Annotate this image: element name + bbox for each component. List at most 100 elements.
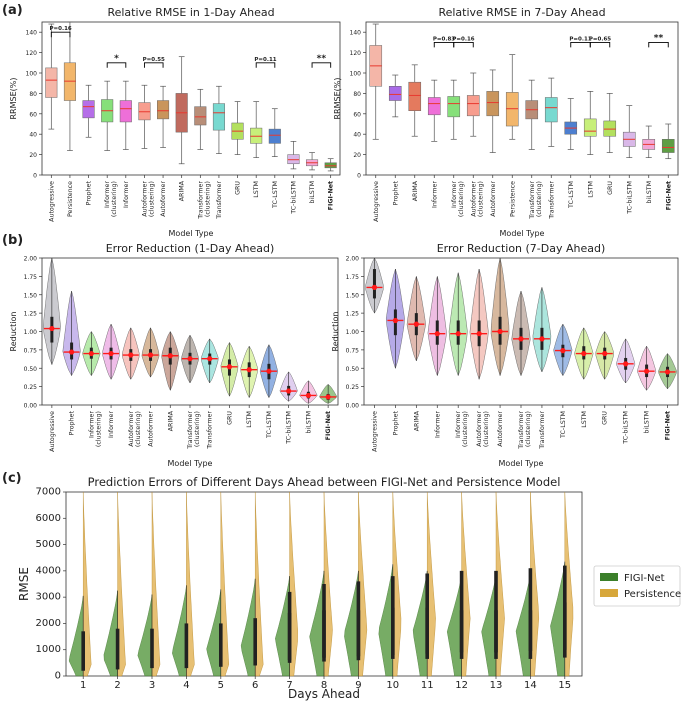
y-tick-label: 0.25 bbox=[24, 384, 38, 391]
significance-bracket bbox=[311, 62, 332, 68]
x-tick-label-line: Autoformer bbox=[128, 411, 135, 447]
y-tick-label: 0 bbox=[33, 173, 37, 180]
x-tick-label-line: Autogressive bbox=[49, 411, 56, 452]
x-tick-label: LSTM bbox=[581, 411, 588, 428]
iqr-bar-persistence bbox=[528, 568, 533, 652]
violin-figi-14 bbox=[550, 561, 565, 677]
violin-persistence-0 bbox=[83, 491, 92, 677]
legend-label: Persistence bbox=[624, 589, 681, 600]
y-axis-label: RRMSE(%) bbox=[333, 78, 342, 120]
panel-label-b: (b) bbox=[2, 233, 23, 248]
x-tick-label-line: (clustering) bbox=[462, 411, 469, 447]
x-tick-label: Prophet bbox=[392, 410, 399, 435]
chart-b1: 0.00 0.25 0.50 0.75 1.00 1.25 1.50 1.75 2.00 Erro… bbox=[9, 242, 339, 468]
x-tick-label: Autoformer (clustering) bbox=[476, 411, 490, 447]
significance-bracket bbox=[50, 31, 71, 38]
y-tick-label: 7000 bbox=[36, 487, 61, 498]
x-tick-label: Autoformer bbox=[148, 411, 155, 447]
x-tick-label: biLSTM bbox=[644, 411, 651, 434]
mean-marker bbox=[266, 368, 272, 374]
x-tick-label: GRU bbox=[235, 181, 242, 195]
violin-persistence-14 bbox=[564, 491, 574, 677]
y-tick-label: 20 bbox=[29, 152, 37, 159]
x-tick-label: biLSTM bbox=[305, 411, 312, 434]
x-tick-label-line: Transformer bbox=[548, 181, 555, 220]
x-tick-label: Transformer (clustering) bbox=[518, 411, 532, 450]
x-tick-label: 6 bbox=[252, 680, 258, 691]
x-tick-label-line: LSTM bbox=[587, 181, 594, 198]
x-tick-label: Informer bbox=[123, 181, 130, 208]
mean-marker bbox=[623, 361, 629, 367]
iqr-bar-persistence bbox=[494, 570, 498, 653]
mean-marker bbox=[286, 388, 292, 394]
significance-bracket bbox=[648, 41, 669, 48]
mean-marker bbox=[187, 356, 193, 362]
x-tick-label: Informer (clustering) bbox=[451, 181, 465, 217]
box-11 bbox=[583, 118, 597, 137]
mean-marker bbox=[497, 328, 503, 335]
y-axis-label-group: Reduction bbox=[9, 312, 18, 352]
x-tick-label: ARIMA bbox=[167, 410, 174, 431]
y-axis-label: RRMSE(%) bbox=[9, 78, 18, 120]
box-11 bbox=[250, 127, 263, 144]
box-5 bbox=[466, 95, 480, 117]
x-tick-label-line: TC-biLSTM bbox=[626, 181, 633, 215]
mean-marker bbox=[325, 394, 331, 400]
x-tick-label: 15 bbox=[558, 680, 571, 691]
x-tick-label: 14 bbox=[524, 680, 537, 691]
x-tick-label-line: ARIMA bbox=[413, 410, 420, 431]
panel-label-c: (c) bbox=[2, 471, 22, 486]
x-tick-label-line: Persistence bbox=[509, 181, 516, 217]
x-tick-label-line: Autoformer bbox=[476, 411, 483, 447]
x-tick-label: LSTM bbox=[246, 411, 253, 428]
x-tick-label-line: LSTM bbox=[253, 181, 260, 198]
x-tick-label: GRU bbox=[607, 181, 614, 195]
x-tick-label-line: (clustering) bbox=[111, 181, 118, 217]
x-tick-label: Autoformer (clustering) bbox=[470, 181, 484, 217]
x-tick-label-line: Prophet bbox=[392, 410, 399, 435]
mean-marker bbox=[69, 349, 75, 355]
box-12 bbox=[268, 128, 281, 144]
x-tick-label-line: ARIMA bbox=[179, 180, 186, 201]
significance-bracket bbox=[433, 41, 455, 48]
x-tick-label-line: LSTM bbox=[246, 411, 253, 428]
mean-marker bbox=[49, 325, 55, 332]
x-tick-label-line: ARIMA bbox=[412, 180, 419, 201]
x-tick-label-line: Transformer bbox=[187, 411, 194, 450]
x-tick-label-line: FIGI-Net bbox=[665, 411, 672, 440]
mean-marker bbox=[434, 331, 440, 337]
x-tick-label: Informer (clustering) bbox=[104, 181, 118, 217]
y-tick-label: 0.75 bbox=[24, 347, 38, 354]
y-axis-label-group: RRMSE(%) bbox=[9, 78, 18, 120]
chart-title: Error Reduction (7-Day Ahead) bbox=[437, 242, 606, 255]
y-tick-label: 1.50 bbox=[346, 292, 360, 299]
significance-label: P=0.83 bbox=[433, 36, 455, 42]
x-tick-label: Autoformer (clustering) bbox=[141, 181, 155, 217]
x-tick-label: TC-biLSTM bbox=[290, 181, 297, 215]
x-tick-label: Transformer bbox=[548, 181, 555, 220]
violin-persistence-4 bbox=[220, 491, 230, 677]
x-tick-label-line: biLSTM bbox=[305, 411, 312, 434]
legend-swatch bbox=[600, 589, 618, 597]
mean-marker bbox=[147, 352, 154, 358]
x-tick-label: Informer (clustering) bbox=[88, 411, 102, 447]
x-tick-label-line: GRU bbox=[226, 411, 233, 425]
box-1 bbox=[388, 86, 402, 101]
violin-figi-8 bbox=[344, 570, 359, 677]
x-tick-label-line: Autoformer bbox=[160, 181, 167, 217]
x-tick-label-line: Informer bbox=[431, 181, 438, 208]
chart-title: Relative RMSE in 7-Day Ahead bbox=[438, 6, 605, 19]
violin-persistence-8 bbox=[358, 491, 368, 677]
mean-marker bbox=[88, 350, 94, 357]
x-tick-label: FIGI-Net bbox=[665, 411, 672, 440]
box-15 bbox=[324, 162, 337, 169]
y-tick-label: 140 bbox=[26, 30, 38, 37]
x-tick-label: Transformer (clustering) bbox=[187, 411, 201, 450]
significance-label: * bbox=[114, 54, 119, 64]
x-tick-label: Autoformer (clustering) bbox=[128, 411, 142, 447]
violin-figi-2 bbox=[137, 594, 153, 677]
significance-label: P=0.16 bbox=[452, 36, 474, 42]
x-tick-label-line: TC-LSTM bbox=[272, 181, 279, 209]
y-tick-label: 40 bbox=[29, 132, 37, 139]
